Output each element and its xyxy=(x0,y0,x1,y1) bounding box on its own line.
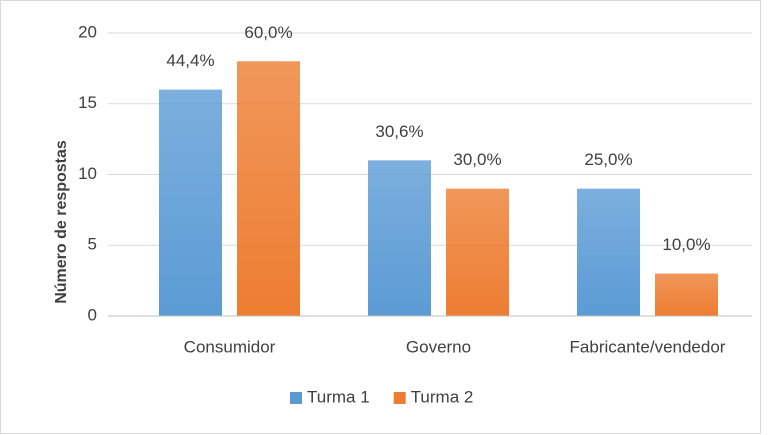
data-label: 30,0% xyxy=(453,150,501,169)
bar xyxy=(237,61,300,316)
y-axis-title: Número de respostas xyxy=(53,140,70,304)
legend-label: Turma 2 xyxy=(411,387,474,406)
bar xyxy=(446,188,509,316)
legend-swatch xyxy=(290,392,302,404)
y-tick-label: 20 xyxy=(78,22,97,41)
data-label: 30,6% xyxy=(375,122,423,141)
y-tick-label: 5 xyxy=(88,235,97,254)
y-tick-label: 15 xyxy=(78,93,97,112)
bar xyxy=(368,160,431,316)
x-tick-label: Governo xyxy=(406,337,471,356)
legend-label: Turma 1 xyxy=(307,387,370,406)
data-label: 60,0% xyxy=(244,23,292,42)
data-label: 25,0% xyxy=(584,150,632,169)
bar xyxy=(159,89,222,316)
x-tick-label: Consumidor xyxy=(184,337,276,356)
legend-swatch xyxy=(393,392,406,404)
data-label: 44,4% xyxy=(166,51,214,70)
bar xyxy=(577,188,640,316)
y-tick-label: 10 xyxy=(78,164,97,183)
x-tick-label: Fabricante/vendedor xyxy=(570,337,726,356)
bar xyxy=(655,273,718,316)
y-tick-label: 0 xyxy=(88,305,97,324)
data-label: 10,0% xyxy=(662,235,710,254)
